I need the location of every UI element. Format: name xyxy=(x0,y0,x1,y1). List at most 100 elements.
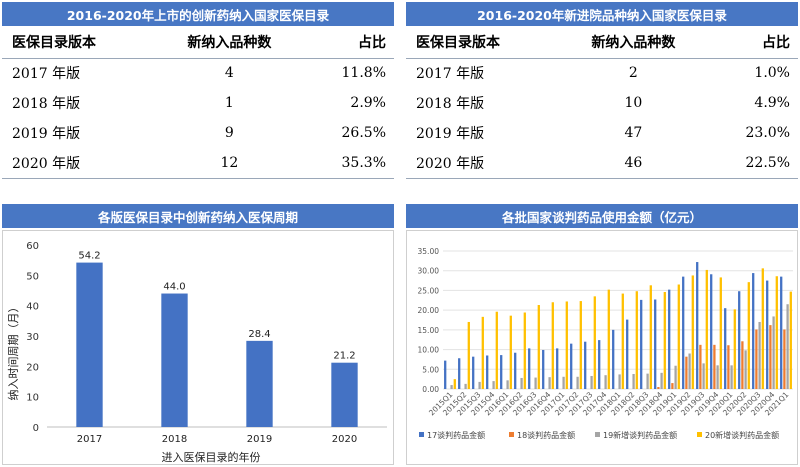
bar-4 xyxy=(593,296,596,389)
bar-4 xyxy=(579,301,582,389)
bar-3 xyxy=(674,365,677,389)
chart1-y-axis-label: 纳入时间周期（月） xyxy=(7,302,20,401)
bar xyxy=(161,293,188,427)
bar-4 xyxy=(789,291,792,389)
bar-3 xyxy=(548,377,551,389)
table2-cell-version: 2017 年版 xyxy=(416,66,485,83)
legend-swatch xyxy=(595,432,600,437)
bar-2 xyxy=(685,356,688,389)
bar-3 xyxy=(492,381,495,389)
table1-cell-version: 2018 年版 xyxy=(12,96,81,112)
bar-1 xyxy=(766,280,769,389)
chart2-title: 各批国家谈判药品使用金额（亿元） xyxy=(406,204,798,228)
table1-header-ratio: 占比 xyxy=(299,26,394,59)
bar-3 xyxy=(744,350,747,389)
bar-3 xyxy=(562,376,565,389)
y-tick-label: 10 xyxy=(26,393,39,404)
table1-cell-ratio: 2.9% xyxy=(350,95,386,111)
table2-cell-version: 2019 年版 xyxy=(416,126,485,142)
x-tick-label: 2019 xyxy=(247,434,272,445)
bar-4 xyxy=(719,277,722,389)
bar-1 xyxy=(752,273,755,389)
x-tick-label: 2018 xyxy=(162,434,187,445)
bar-4 xyxy=(607,289,610,389)
bar-1 xyxy=(486,355,489,389)
bar-4 xyxy=(733,309,736,389)
table1-cell-count: 12 xyxy=(158,148,300,179)
bar-3 xyxy=(730,365,733,389)
bar-1 xyxy=(654,299,657,389)
bar-4 xyxy=(775,276,778,389)
bar-2 xyxy=(657,387,660,389)
table-panel-new-hospital-drugs: 2016-2020年新进院品种纳入国家医保目录 医保目录版本 新纳入品种数 占比… xyxy=(406,2,798,179)
bar-4 xyxy=(621,293,624,389)
y-tick-label: 20.00 xyxy=(418,306,440,315)
chart2-svg: 0.00 5.00 10.00 15.00 20.00 25.00 30.00 35.00 20… xyxy=(418,247,793,440)
bar-2 xyxy=(741,341,744,389)
table1-header-version: 医保目录版本 xyxy=(2,26,159,59)
bar-3 xyxy=(604,375,607,389)
bar-3 xyxy=(758,321,761,389)
y-tick-label: 30.00 xyxy=(418,267,440,276)
bar xyxy=(246,340,273,427)
bar-1 xyxy=(472,356,475,389)
bar-1 xyxy=(626,319,629,389)
table1-cell-ratio: 11.8% xyxy=(341,65,386,82)
bar-3 xyxy=(534,377,537,389)
bar-4 xyxy=(481,316,484,389)
bar-3 xyxy=(576,376,579,389)
legend-label: 17谈判药品金额 xyxy=(427,430,485,440)
table1-cell-version: 2017 年版 xyxy=(12,66,81,83)
legend-label: 18谈判药品金额 xyxy=(517,430,575,440)
chart2-frame: 0.00 5.00 10.00 15.00 20.00 25.00 30.00 35.00 20… xyxy=(406,230,798,465)
bar-1 xyxy=(584,341,587,389)
y-tick-label: 0 xyxy=(33,423,39,434)
bar-4 xyxy=(635,291,638,389)
table1-header-count: 新纳入品种数 xyxy=(158,26,300,59)
table2-cell-version: 2018 年版 xyxy=(416,96,485,112)
bar-1 xyxy=(514,352,517,389)
bar-4 xyxy=(691,275,694,389)
bar-4 xyxy=(705,269,708,389)
bar-4 xyxy=(551,302,554,389)
table1-cell-ratio: 35.3% xyxy=(299,148,394,179)
bar-3 xyxy=(618,374,621,389)
bar-4 xyxy=(677,284,680,389)
table1-cell-count: 4 xyxy=(224,65,234,82)
data-label: 21.2 xyxy=(333,351,355,362)
table-row: 2019 年版 9 26.5% xyxy=(2,118,394,148)
chart1-title: 各版医保目录中创新药纳入医保周期 xyxy=(2,204,394,228)
bar-3 xyxy=(450,385,453,389)
bar-3 xyxy=(772,316,775,389)
bar-1 xyxy=(640,299,643,389)
bar-3 xyxy=(590,375,593,389)
y-tick-label: 5.00 xyxy=(422,365,439,374)
bar-1 xyxy=(682,276,685,389)
legend-label: 20新增谈判药品金额 xyxy=(705,430,779,440)
data-label: 44.0 xyxy=(163,282,185,293)
bar-2 xyxy=(671,383,674,389)
bar-1 xyxy=(570,343,573,389)
table1-title: 2016-2020年上市的创新药纳入国家医保目录 xyxy=(2,2,394,26)
y-tick-label: 20 xyxy=(26,362,39,373)
table2-title: 2016-2020年新进院品种纳入国家医保目录 xyxy=(406,2,798,26)
x-tick-label: 2017 xyxy=(77,434,102,445)
bar-3 xyxy=(478,381,481,389)
bar-2 xyxy=(755,329,758,389)
table-row: 2017 年版 4 11.8% xyxy=(2,58,394,88)
table1-cell-count: 1 xyxy=(224,95,234,111)
data-label: 54.2 xyxy=(78,251,100,262)
table-row: 2017 年版 2 1.0% xyxy=(406,58,798,88)
bar-4 xyxy=(467,321,470,389)
bar-4 xyxy=(509,315,512,389)
y-tick-label: 35.00 xyxy=(418,247,440,256)
bar-4 xyxy=(537,305,540,389)
bar-1 xyxy=(696,262,699,389)
bar-1 xyxy=(710,274,713,389)
bar-3 xyxy=(506,380,509,389)
bar-3 xyxy=(786,304,789,389)
bar-3 xyxy=(660,372,663,389)
table2-cell-ratio: 22.5% xyxy=(703,148,798,179)
table2-header-version: 医保目录版本 xyxy=(406,26,563,59)
y-tick-label: 15.00 xyxy=(418,326,440,335)
